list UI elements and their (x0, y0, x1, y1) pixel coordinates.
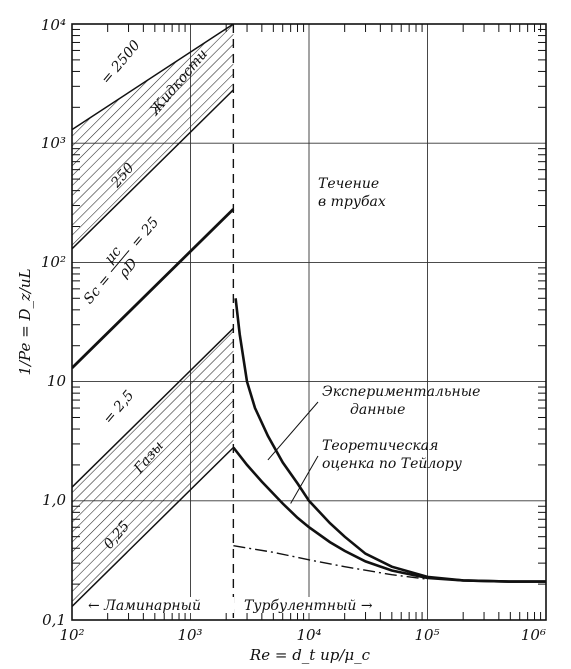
hatched-band-liquids (72, 24, 234, 249)
y-tick-label: 0,1 (42, 611, 66, 629)
sc-2-5-label: = 2,5 (100, 387, 137, 427)
laminar-line-sc-25 (72, 208, 235, 370)
y-tick-label: 10⁴ (41, 16, 66, 34)
x-tick-label: 10⁶ (521, 626, 546, 644)
laminar-label-background (84, 597, 234, 613)
laminar-line-sc-250 (72, 89, 234, 250)
taylor-label-line1: Теоретическая (322, 438, 438, 454)
experimental-label-line2: данные (350, 402, 405, 418)
x-axis-title: Re = d_t up/μ_c (249, 646, 371, 664)
y-tick-label: 10 (47, 372, 67, 390)
hatched-bands (72, 24, 234, 607)
y-tick-label: 10³ (41, 134, 66, 152)
sc-25-value: = 25 (128, 214, 162, 250)
taylor-label-line2: оценка по Тейлору (322, 456, 463, 472)
experimental-label-line1: Экспериментальные (322, 384, 480, 400)
annotation-leaders (267, 401, 319, 504)
pipe-flow-label-line2: в трубах (318, 194, 386, 210)
x-tick-label: 10² (59, 626, 84, 644)
series-curve-1 (232, 446, 546, 583)
laminar-line-sc-2-5 (72, 327, 234, 488)
x-tick-label: 10⁴ (296, 626, 321, 644)
y-axis-title: 1/Pe = D_z/uL (16, 268, 34, 375)
sc-25-prefix: Sc = (81, 271, 115, 307)
hatched-band-gases (72, 328, 234, 607)
series-curves (232, 298, 546, 583)
turbulent-label: Турбулентный → (244, 598, 373, 614)
laminar-label: ← Ламинарный (88, 598, 201, 614)
x-tick-label: 10³ (177, 626, 202, 644)
laminar-lines (72, 24, 235, 607)
series-curve-2 (233, 545, 428, 580)
laminar-line-sc-2500 (72, 24, 234, 131)
sc-25-fraction-bar (110, 250, 130, 273)
laminar-line-sc-0-25 (72, 446, 234, 607)
x-tick-label: 10⁵ (414, 626, 439, 644)
experimental-leader-line (267, 401, 319, 461)
sc-2500-label: = 2500 (98, 37, 144, 87)
plot-frame (71, 23, 547, 621)
pipe-flow-label-line1: Течение (318, 176, 379, 192)
taylor-leader-line (290, 455, 319, 504)
turbulent-label-background (240, 597, 365, 613)
y-tick-label: 1,0 (42, 491, 66, 509)
axis-ticks (72, 24, 546, 620)
y-tick-label: 10² (41, 253, 66, 271)
